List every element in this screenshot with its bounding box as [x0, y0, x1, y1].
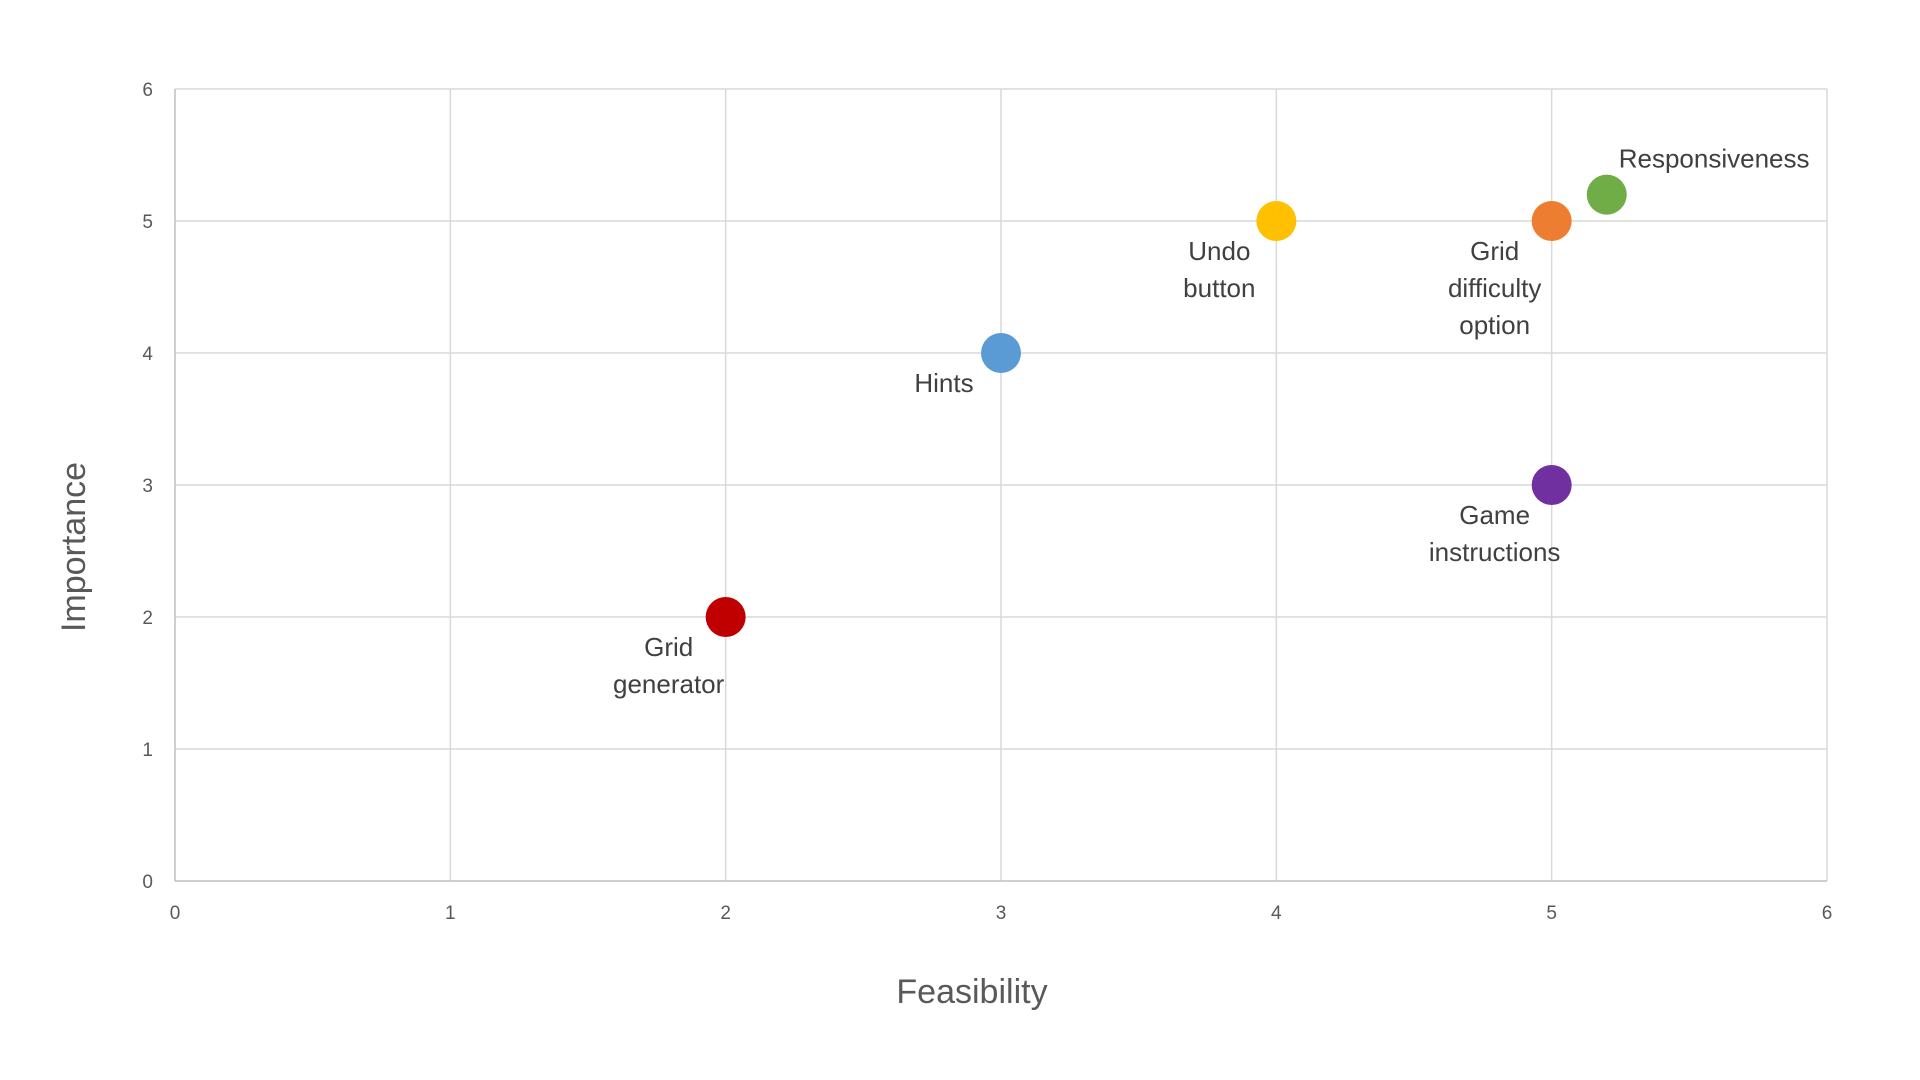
- data-label-undo-button: Undo button: [1183, 236, 1255, 303]
- y-tick-label: 4: [142, 344, 153, 365]
- y-tick-label: 5: [142, 212, 153, 233]
- data-label-line: Game: [1459, 500, 1530, 530]
- y-tick-label: 6: [142, 80, 153, 101]
- data-label-line: Responsiveness: [1619, 144, 1810, 174]
- data-label-line: generator: [613, 669, 725, 699]
- data-label-hints: Hints: [914, 368, 973, 398]
- data-label-grid-generator: Grid generator: [613, 632, 725, 699]
- data-label-line: Undo: [1188, 236, 1250, 266]
- data-point-responsiveness: [1586, 174, 1627, 215]
- y-tick-label: 0: [142, 872, 153, 893]
- data-label-line: instructions: [1429, 537, 1561, 567]
- grid-lines: [175, 88, 1828, 881]
- data-label-line: option: [1459, 310, 1530, 340]
- x-tick-label: 5: [1546, 903, 1557, 924]
- data-label-grid-difficulty-option: Grid difficulty option: [1448, 236, 1541, 340]
- y-tick-label: 2: [142, 608, 153, 629]
- y-tick-label: 1: [142, 740, 153, 761]
- data-point-grid-difficulty-option: [1531, 201, 1572, 241]
- x-tick-label: 4: [1271, 903, 1282, 924]
- data-point-grid-generator: [705, 597, 746, 637]
- x-tick-label: 1: [445, 903, 456, 924]
- data-label-line: Hints: [914, 368, 973, 398]
- data-label-line: difficulty: [1448, 273, 1541, 303]
- x-tick-label: 2: [720, 903, 731, 924]
- data-label-game-instructions: Game instructions: [1429, 500, 1561, 567]
- axes: [174, 89, 1827, 882]
- y-axis-title: Importance: [55, 462, 93, 632]
- data-point-hints: [981, 333, 1021, 373]
- data-point-undo-button: [1256, 201, 1297, 241]
- x-axis-title: Feasibility: [896, 973, 1047, 1011]
- data-label-responsiveness: Responsiveness: [1619, 144, 1810, 174]
- data-label-line: Grid: [1470, 236, 1519, 266]
- tick-labels: 0 1 2 3 4 5 6 0 1 2 3 4 5 6: [142, 80, 1832, 924]
- data-label-line: button: [1183, 273, 1255, 303]
- data-labels: Grid generator Hints Undo button Grid difficul…: [613, 144, 1810, 699]
- x-tick-label: 3: [996, 903, 1007, 924]
- data-points: [705, 174, 1627, 637]
- data-label-line: Grid: [644, 632, 693, 662]
- x-tick-label: 6: [1822, 903, 1833, 924]
- x-tick-label: 0: [170, 903, 181, 924]
- y-tick-label: 3: [142, 476, 153, 497]
- data-point-game-instructions: [1531, 465, 1572, 505]
